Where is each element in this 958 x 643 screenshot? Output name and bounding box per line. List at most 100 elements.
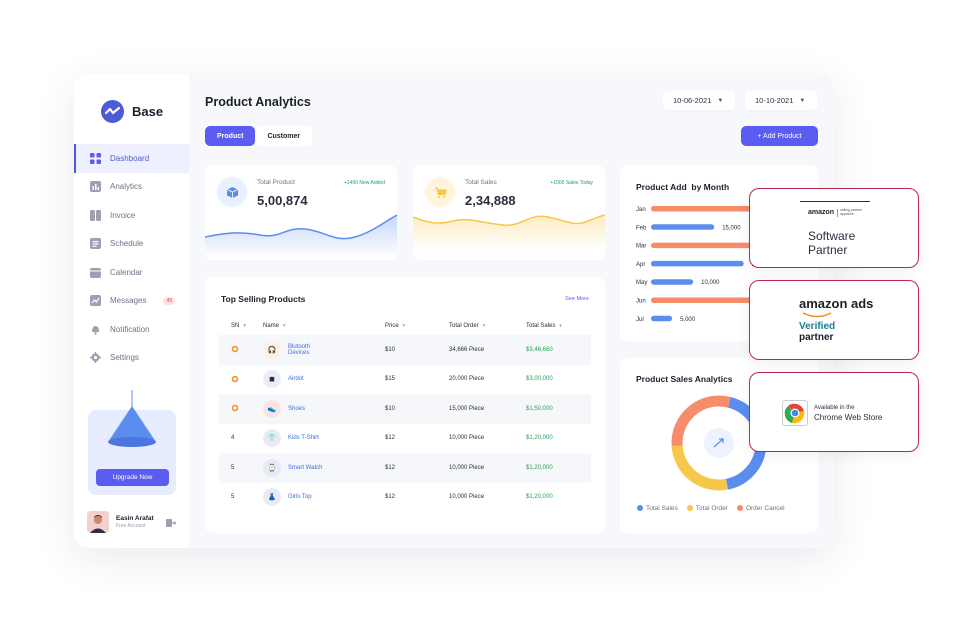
watch-icon: ⌚ bbox=[263, 458, 281, 477]
amazon-ads-badge[interactable]: amazon ads Verified partner bbox=[749, 280, 919, 360]
grid-icon bbox=[90, 152, 101, 164]
logo-icon bbox=[101, 100, 124, 123]
column-header-sn[interactable]: SN ▼ bbox=[231, 323, 247, 329]
sidebar-item-schedule[interactable]: Schedule bbox=[74, 230, 189, 259]
upgrade-now-button[interactable]: Upgrade Now bbox=[96, 469, 169, 486]
table-row[interactable]: 🎧 Blutooth Devices $10 34,666 Piece $3,4… bbox=[219, 335, 591, 365]
brand-logo[interactable]: Base bbox=[101, 100, 163, 123]
rank-cell: 5 bbox=[231, 464, 235, 471]
price-cell: $12 bbox=[385, 464, 396, 471]
product-name[interactable]: Shoes bbox=[288, 405, 306, 412]
total-product-sparkline bbox=[205, 214, 397, 258]
schedule-icon bbox=[90, 238, 101, 250]
column-header-price[interactable]: Price ▼ bbox=[385, 323, 407, 329]
axis-label-feb: Feb bbox=[636, 225, 647, 231]
stat-label: Total Sales bbox=[465, 179, 497, 186]
sales-cell: $1,50,000 bbox=[526, 405, 553, 412]
sidebar-item-dashboard[interactable]: Dashboard bbox=[74, 144, 189, 173]
price-cell: $12 bbox=[385, 494, 396, 501]
top-selling-card: Top Selling Products See More SN ▼ Name ▼ … bbox=[205, 277, 605, 533]
see-more-link[interactable]: See More bbox=[565, 296, 589, 302]
bar-mar bbox=[651, 242, 769, 249]
product-name[interactable]: Blutooth Devices bbox=[288, 343, 311, 356]
add-product-button[interactable]: + Add Product bbox=[741, 126, 818, 146]
bell-icon bbox=[90, 324, 101, 335]
rank-cell: 5 bbox=[231, 494, 235, 501]
product-name[interactable]: Airdot bbox=[288, 376, 304, 383]
chrome-icon bbox=[782, 400, 808, 426]
stat-value: 5,00,874 bbox=[257, 193, 308, 208]
sidebar-item-analytics[interactable]: Analytics bbox=[74, 173, 189, 202]
tab-customer[interactable]: Customer bbox=[255, 126, 313, 146]
rank-cell bbox=[219, 394, 263, 424]
silver-medal-icon bbox=[231, 375, 239, 383]
calendar-icon bbox=[90, 267, 101, 278]
chrome-web-store-badge[interactable]: Available in the Chrome Web Store bbox=[749, 372, 919, 452]
messages-count-badge: 49 bbox=[163, 296, 175, 305]
axis-label-apr: Apr bbox=[636, 262, 645, 268]
axis-label-jan: Jan bbox=[636, 207, 646, 213]
date-to-picker[interactable]: 10-10-2021 ▼ bbox=[745, 91, 818, 110]
sidebar-item-invoice[interactable]: Invoice bbox=[74, 201, 189, 230]
price-cell: $12 bbox=[385, 435, 396, 442]
order-cell: 10,000 Piece bbox=[449, 494, 485, 501]
stat-delta: +1400 New Added bbox=[343, 180, 385, 186]
sidebar-item-messages[interactable]: Messages 49 bbox=[74, 287, 189, 316]
data-label-may: 10,000 bbox=[701, 280, 720, 286]
top-selling-title: Top Selling Products bbox=[221, 294, 306, 304]
cart-icon bbox=[425, 177, 455, 207]
sidebar-item-notification[interactable]: Notification bbox=[74, 315, 189, 344]
order-cell: 10,000 Piece bbox=[449, 435, 485, 442]
sidebar-item-label: Settings bbox=[110, 353, 139, 363]
sidebar-item-calendar[interactable]: Calendar bbox=[74, 258, 189, 287]
data-label-jul: 5,000 bbox=[680, 317, 696, 323]
column-header-total-order[interactable]: Total Order ▼ bbox=[449, 323, 487, 329]
sales-cell: $1,20,000 bbox=[526, 435, 553, 442]
sidebar-item-label: Calendar bbox=[110, 267, 143, 277]
tshirt-icon: 👕 bbox=[263, 429, 281, 448]
date-from-picker[interactable]: 10-06-2021 ▼ bbox=[663, 91, 735, 110]
total-sales-card: Total Sales 2,34,888 +1000 Sales Today bbox=[413, 165, 605, 260]
sidebar-item-label: Schedule bbox=[110, 239, 144, 249]
column-header-total-sales[interactable]: Total Sales ▼ bbox=[526, 323, 563, 329]
sales-cell: $1,20,000 bbox=[526, 464, 553, 471]
bronze-medal-icon bbox=[231, 404, 239, 412]
table-row[interactable]: 4 👕 Kids T-Shirt $12 10,000 Piece $1,20,… bbox=[219, 424, 591, 454]
legend-total-order: Total Order bbox=[686, 505, 728, 512]
logout-icon[interactable] bbox=[166, 515, 177, 533]
table-row[interactable]: 👟 Shoes $10 15,000 Piece $1,50,000 bbox=[219, 394, 591, 424]
total-sales-sparkline bbox=[413, 214, 605, 250]
bar-feb bbox=[651, 224, 715, 230]
upgrade-card: Upgrade Now bbox=[88, 390, 176, 495]
software-partner-badge[interactable]: amazon selling partner appstore Software… bbox=[749, 188, 919, 268]
product-name[interactable]: Smart Watch bbox=[288, 464, 323, 471]
product-cell: ◼ Airdot bbox=[263, 365, 385, 395]
product-name[interactable]: Girls Top bbox=[288, 494, 312, 501]
sidebar-nav: Dashboard Analytics Invoice Schedule bbox=[74, 144, 189, 372]
user-profile[interactable]: Easin Arafat Free Account bbox=[87, 511, 154, 533]
product-sales-title: Product Sales Analytics bbox=[636, 374, 733, 384]
product-cell: ⌚ Smart Watch bbox=[263, 453, 385, 483]
chart-legend: Total Sales Total Order Order Cancel bbox=[637, 505, 785, 512]
sidebar-item-settings[interactable]: Settings bbox=[74, 344, 189, 373]
earbuds-icon: ◼ bbox=[263, 370, 281, 389]
chevron-down-icon: ▼ bbox=[799, 97, 806, 104]
table-row[interactable]: ◼ Airdot $15 20,000 Piece $3,00,000 bbox=[219, 365, 591, 395]
axis-label-may: May bbox=[636, 280, 647, 286]
tab-product[interactable]: Product bbox=[205, 126, 256, 146]
order-cell: 34,666 Piece bbox=[449, 346, 485, 353]
product-add-title: Product Add by Month bbox=[636, 182, 730, 192]
column-header-name[interactable]: Name ▼ bbox=[263, 323, 287, 329]
rank-cell bbox=[219, 335, 263, 365]
table-row[interactable]: 5 👗 Girls Top $12 10,000 Piece $1,20,000 bbox=[219, 483, 591, 513]
dashboard-window: Base Dashboard Analytics Invoice bbox=[74, 74, 834, 548]
product-name[interactable]: Kids T-Shirt bbox=[288, 435, 319, 442]
table-row[interactable]: 5 ⌚ Smart Watch $12 10,000 Piece $1,20,0… bbox=[219, 453, 591, 483]
stat-label: Total Product bbox=[257, 179, 295, 186]
badge-rule bbox=[800, 201, 870, 202]
stat-delta: +1000 Sales Today bbox=[550, 180, 593, 186]
dress-icon: 👗 bbox=[263, 488, 281, 507]
sidebar-item-label: Dashboard bbox=[110, 153, 150, 163]
axis-label-mar: Mar bbox=[636, 244, 646, 250]
sales-cell: $1,20,000 bbox=[526, 494, 553, 501]
